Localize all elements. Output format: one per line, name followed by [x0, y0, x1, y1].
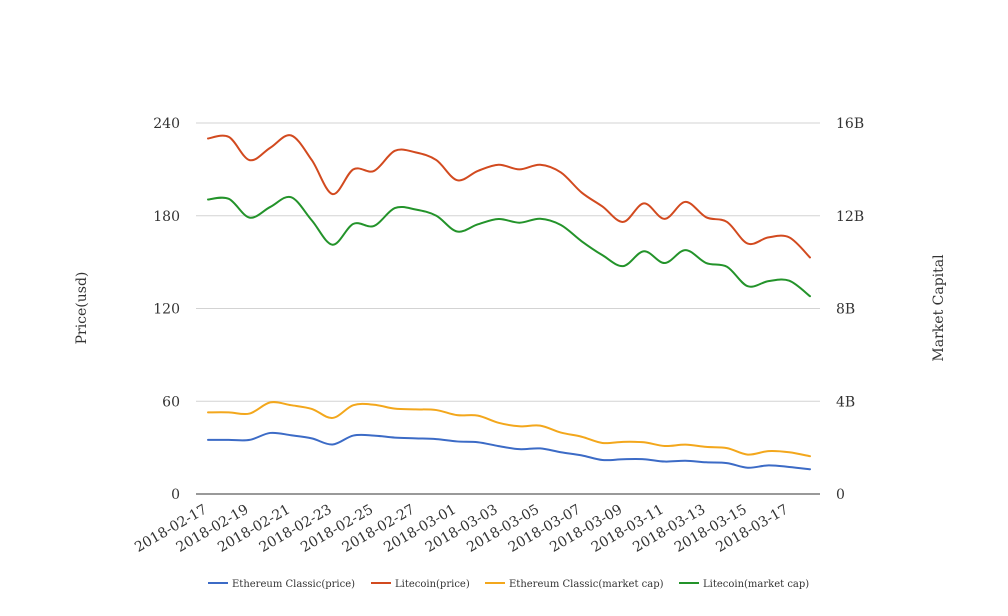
y-tick-label-left: 240: [153, 116, 180, 132]
series-line-2: [207, 401, 811, 458]
y-tick-label-left: 0: [171, 487, 180, 503]
series-line-1: [207, 134, 811, 259]
legend-item: Ethereum Classic(price): [208, 579, 355, 590]
series-line-3: [207, 195, 811, 298]
y-tick-label-right: 0: [836, 487, 845, 503]
y-tick-label-right: 4B: [836, 394, 855, 410]
legend-item: Litecoin(price): [371, 579, 470, 590]
x-axis-ticks: 2018-02-172018-02-192018-02-212018-02-23…: [132, 502, 791, 556]
legend-item: Litecoin(market cap): [679, 579, 809, 590]
y-tick-label-right: 16B: [836, 116, 864, 132]
y-tick-label-right: 8B: [836, 302, 855, 318]
y-tick-label-right: 12B: [836, 209, 864, 225]
y-axis-label-right: Market Capital: [931, 254, 947, 362]
right-axis-ticks: 0 4B 8B 12B 16B: [836, 116, 864, 503]
legend: Ethereum Classic(price) Litecoin(price) Et…: [208, 579, 809, 590]
legend-label: Litecoin(price): [395, 579, 470, 590]
y-tick-label-left: 180: [153, 209, 180, 225]
legend-label: Litecoin(market cap): [703, 579, 809, 590]
legend-item: Ethereum Classic(market cap): [485, 579, 664, 590]
legend-label: Ethereum Classic(market cap): [509, 579, 664, 590]
left-axis-ticks: 0 60 120 180 240: [153, 116, 180, 503]
gridlines: [196, 122, 820, 402]
series-lines: [207, 134, 811, 471]
legend-label: Ethereum Classic(price): [232, 579, 355, 590]
y-tick-label-left: 60: [162, 394, 180, 410]
y-axis-label-left: Price(usd): [74, 272, 90, 345]
series-line-0: [207, 431, 811, 471]
y-tick-label-left: 120: [153, 302, 180, 318]
